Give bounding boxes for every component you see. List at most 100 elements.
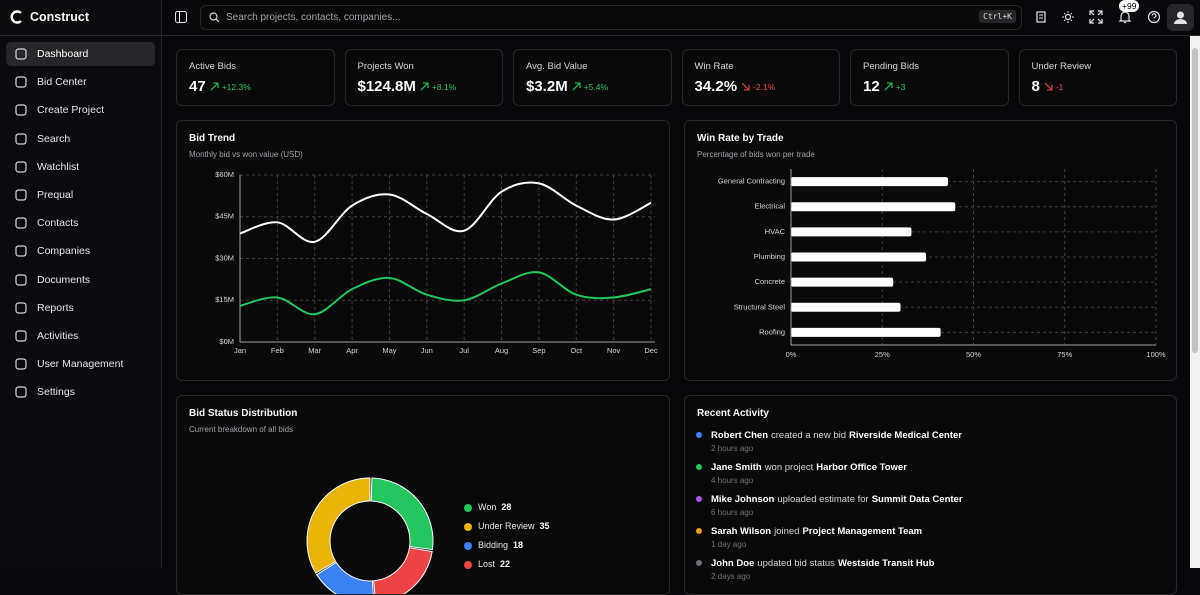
avatar-icon: [1174, 11, 1187, 24]
legend-name: Won: [478, 502, 496, 512]
nav-icon: [15, 132, 27, 145]
stat-card: Active Bids 47 +12.3%: [176, 49, 335, 106]
activity-item: John Doe updated bid status Westside Trans…: [696, 558, 934, 581]
activity-item: Jane Smith won project Harbor Office Tower…: [696, 462, 907, 485]
change-text: -1: [1055, 81, 1064, 92]
nav-item[interactable]: Create Project: [6, 98, 155, 122]
help-icon[interactable]: [1147, 10, 1161, 24]
legend-value: 35: [540, 521, 550, 531]
change-text: +3: [895, 81, 906, 92]
stat-change: +5.4%: [572, 82, 608, 92]
x-tick-label: 100%: [1146, 350, 1166, 359]
arrow: [1044, 82, 1053, 91]
divider: [0, 35, 161, 36]
activity-title: Recent Activity: [697, 408, 769, 419]
nav-item[interactable]: Prequal: [6, 183, 155, 207]
stat-change: +3: [884, 81, 906, 92]
legend-name: Under Review: [478, 521, 535, 531]
scroll-thumb[interactable]: [1192, 48, 1198, 353]
donut-slice: [373, 547, 433, 594]
activity-action: created a new bid: [771, 430, 846, 441]
nav-icon: [15, 358, 27, 370]
x-tick-label: Dec: [644, 346, 658, 355]
notification-badge: +99: [1119, 0, 1140, 12]
stat-label: Projects Won: [357, 61, 414, 72]
trend-arrow: [741, 82, 750, 91]
activity-time: 1 day ago: [711, 540, 747, 549]
chart-title: Win Rate by Trade: [697, 133, 784, 144]
stat-value: 34.2%: [694, 78, 738, 95]
x-tick-label: Mar: [308, 346, 321, 355]
trend-arrow: [420, 82, 429, 91]
win-rate-card: 0% 25% 50% 75% 100% General Contracting Electr…: [684, 120, 1177, 381]
stat-card: Win Rate 34.2% -2.1%: [681, 49, 840, 106]
stat-label: Active Bids: [189, 61, 236, 72]
sidebar: Construct Dashboard Bid Center Create Proj…: [0, 0, 162, 568]
nav-item[interactable]: Contacts: [6, 211, 155, 235]
trend-arrow: [210, 82, 219, 91]
nav-item[interactable]: Companies: [6, 239, 155, 263]
trend-arrow: [572, 82, 581, 91]
bar: [791, 302, 901, 312]
nav-label: Prequal: [37, 189, 74, 201]
x-tick-label: 75%: [1057, 350, 1072, 359]
nav-icon: [15, 48, 27, 60]
avatar[interactable]: [1167, 4, 1194, 31]
nav-item[interactable]: User Management: [6, 352, 155, 376]
line: [239, 271, 652, 316]
chart: 0% 25% 50% 75% 100% General Contracting Electr…: [718, 169, 1166, 359]
theme-icon[interactable]: [1061, 10, 1075, 24]
nav-item[interactable]: Documents: [6, 268, 155, 292]
icon-shape: [15, 245, 27, 257]
y-tick-label: Concrete: [755, 277, 785, 286]
y-tick-label: $30M: [215, 253, 234, 262]
nav-item[interactable]: Activities: [6, 324, 155, 348]
x-tick-label: Aug: [495, 346, 508, 355]
stat-change: +12.3%: [210, 82, 251, 92]
stat-value-row: $3.2M +5.4%: [526, 78, 608, 95]
icon-shape: [15, 161, 27, 173]
bar: [791, 177, 948, 187]
nav-item[interactable]: Dashboard: [6, 42, 155, 66]
fullscreen-icon[interactable]: [1089, 10, 1103, 24]
stat-change: -1: [1044, 81, 1064, 92]
trend-arrow: [884, 82, 893, 91]
activity-user: John Doe: [711, 558, 755, 569]
nav-label: User Management: [37, 358, 124, 371]
nav-item[interactable]: Reports: [6, 296, 155, 320]
bell-icon[interactable]: [1118, 10, 1132, 24]
nav-label: Reports: [37, 301, 74, 314]
activity-target: Project Management Team: [802, 526, 923, 537]
sidebar-toggle[interactable]: [175, 11, 188, 24]
building-icon[interactable]: [1034, 10, 1048, 24]
nav-label: Activities: [37, 330, 79, 342]
x-tick-label: May: [382, 346, 396, 355]
activity-action: won project: [764, 462, 814, 473]
logo: [10, 10, 22, 24]
bid-status-card: Won 28 Under Review 35 Bidding 18 Lost 22 Bid St…: [176, 395, 670, 595]
nav-item[interactable]: Search: [6, 127, 155, 151]
activity-dot: [696, 560, 702, 566]
change-text: +5.4%: [583, 81, 609, 92]
icon-shape: [15, 386, 27, 398]
donut-slice: [370, 477, 434, 551]
activity-target: Riverside Medical Center: [849, 430, 962, 441]
arrow: [572, 82, 581, 91]
activity-user: Jane Smith: [711, 462, 762, 473]
nav-item[interactable]: Settings: [6, 380, 155, 404]
nav-label: Documents: [37, 273, 91, 286]
x-tick-label: Feb: [271, 346, 284, 355]
nav-label: Settings: [37, 386, 75, 399]
nav-label: Bid Center: [37, 76, 87, 89]
search-box[interactable]: Search projects, contacts, companies... …: [200, 5, 1022, 30]
legend-label: Lost 22: [478, 559, 510, 569]
nav-item[interactable]: Watchlist: [6, 155, 155, 179]
legend-name: Bidding: [478, 540, 508, 550]
activity-card: Recent Activity Robert Chen created a new…: [684, 395, 1177, 595]
x-tick-label: Jun: [421, 346, 433, 355]
nav-label: Search: [37, 132, 71, 145]
nav-item[interactable]: Bid Center: [6, 70, 155, 94]
y-tick-label: HVAC: [765, 227, 786, 236]
line: [239, 181, 652, 243]
search-placeholder: Search projects, contacts, companies...: [226, 12, 401, 23]
